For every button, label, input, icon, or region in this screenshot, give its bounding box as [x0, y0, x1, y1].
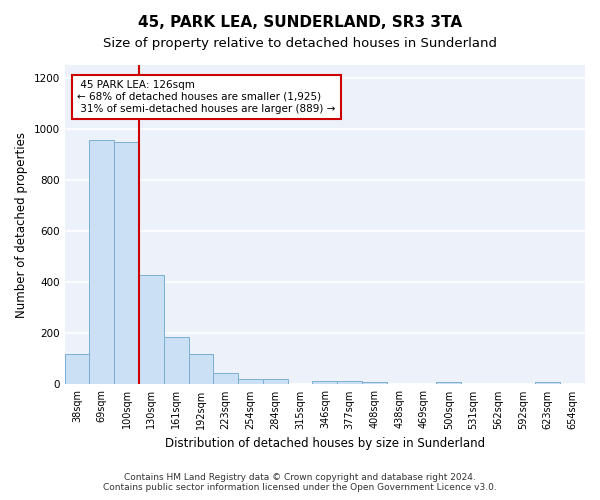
Bar [214, 374, 238, 384]
Bar [337, 380, 362, 384]
Text: Size of property relative to detached houses in Sunderland: Size of property relative to detached ho… [103, 38, 497, 51]
Bar [263, 380, 287, 384]
Text: 45, PARK LEA, SUNDERLAND, SR3 3TA: 45, PARK LEA, SUNDERLAND, SR3 3TA [138, 15, 462, 30]
Text: 45 PARK LEA: 126sqm
← 68% of detached houses are smaller (1,925)
 31% of semi-de: 45 PARK LEA: 126sqm ← 68% of detached ho… [77, 80, 335, 114]
Bar [164, 337, 188, 384]
Bar [436, 382, 461, 384]
Bar [238, 380, 263, 384]
Bar [65, 354, 89, 384]
Text: Contains HM Land Registry data © Crown copyright and database right 2024.
Contai: Contains HM Land Registry data © Crown c… [103, 473, 497, 492]
Bar [362, 382, 387, 384]
Bar [89, 140, 114, 384]
Bar [535, 382, 560, 384]
Bar [313, 380, 337, 384]
Bar [114, 142, 139, 384]
Bar [188, 354, 214, 384]
X-axis label: Distribution of detached houses by size in Sunderland: Distribution of detached houses by size … [165, 437, 485, 450]
Y-axis label: Number of detached properties: Number of detached properties [15, 132, 28, 318]
Bar [139, 275, 164, 384]
